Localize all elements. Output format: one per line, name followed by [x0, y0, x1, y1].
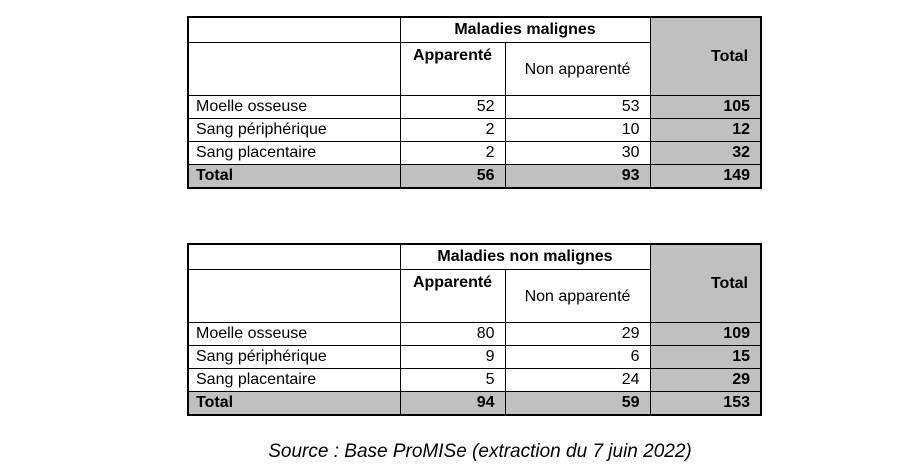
total-row: Total 56 93 149: [187, 164, 763, 189]
table-row: Sang périphérique 2 10 12: [187, 118, 763, 142]
row-label: Sang placentaire: [187, 141, 401, 165]
row-label: Moelle osseuse: [187, 95, 401, 119]
cell-non-apparente: 29: [504, 322, 651, 346]
subheader-corner-cell: [187, 42, 401, 96]
cell-non-apparente: 24: [504, 368, 651, 392]
subheader-corner-cell: [187, 269, 401, 323]
total-non-apparente: 93: [504, 164, 651, 189]
source-caption: Source : Base ProMISe (extraction du 7 j…: [268, 441, 692, 462]
total-non-apparente: 59: [504, 391, 651, 416]
cell-total: 109: [649, 322, 762, 346]
table-subheader-row: Apparenté Non apparenté: [187, 269, 761, 323]
table-header-row: Maladies malignes Total: [187, 16, 763, 96]
non-malignant-diseases-table: Maladies non malignes Total Apparenté No…: [187, 243, 762, 416]
cell-total: 29: [649, 368, 762, 392]
row-label: Moelle osseuse: [187, 322, 401, 346]
cell-apparente: 9: [399, 345, 506, 369]
cell-non-apparente: 53: [504, 95, 651, 119]
group-header: Maladies malignes: [399, 16, 651, 43]
header-corner-cell: [187, 243, 401, 270]
column-header-non-apparente: Non apparenté: [504, 269, 651, 323]
column-header-total: Total: [649, 16, 763, 96]
column-header-apparente: Apparenté: [399, 269, 506, 323]
table-header-row: Maladies non malignes Total: [187, 243, 762, 323]
header-corner-cell: [187, 16, 401, 43]
column-header-non-apparente: Non apparenté: [504, 42, 651, 96]
malignant-diseases-table: Maladies malignes Total Apparenté Non ap…: [187, 16, 763, 189]
table-row: Moelle osseuse 52 53 105: [187, 95, 763, 119]
cell-apparente: 52: [399, 95, 506, 119]
cell-non-apparente: 30: [504, 141, 651, 165]
row-label: Sang périphérique: [187, 345, 401, 369]
table-row: Sang périphérique 9 6 15: [187, 345, 762, 369]
cell-total: 105: [649, 95, 763, 119]
cell-non-apparente: 10: [504, 118, 651, 142]
column-header-apparente: Apparenté: [399, 42, 506, 96]
column-header-total: Total: [649, 243, 762, 323]
table-row: Sang placentaire 2 30 32: [187, 141, 763, 165]
cell-apparente: 2: [399, 141, 506, 165]
total-apparente: 56: [399, 164, 506, 189]
cell-apparente: 5: [399, 368, 506, 392]
cell-apparente: 80: [399, 322, 506, 346]
table-row: Moelle osseuse 80 29 109: [187, 322, 762, 346]
total-row: Total 94 59 153: [187, 391, 762, 416]
total-row-label: Total: [187, 164, 401, 189]
cell-total: 15: [649, 345, 762, 369]
row-label: Sang placentaire: [187, 368, 401, 392]
total-row-label: Total: [187, 391, 401, 416]
table-row: Sang placentaire 5 24 29: [187, 368, 762, 392]
cell-apparente: 2: [399, 118, 506, 142]
row-label: Sang périphérique: [187, 118, 401, 142]
grand-total: 149: [649, 164, 763, 189]
total-apparente: 94: [399, 391, 506, 416]
cell-non-apparente: 6: [504, 345, 651, 369]
cell-total: 12: [649, 118, 763, 142]
grand-total: 153: [649, 391, 762, 416]
group-header: Maladies non malignes: [399, 243, 651, 270]
cell-total: 32: [649, 141, 763, 165]
